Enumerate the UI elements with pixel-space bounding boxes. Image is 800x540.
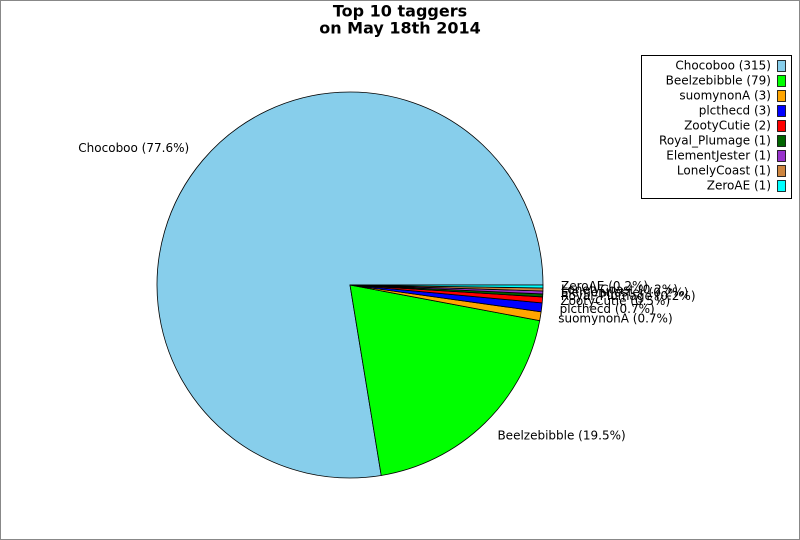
legend-label: ZeroAE (1)	[707, 179, 771, 193]
legend-swatch	[777, 165, 786, 177]
legend-label: Royal_Plumage (1)	[659, 134, 771, 148]
slice-label: Chocoboo (77.6%)	[78, 141, 189, 155]
legend-swatch	[777, 150, 786, 162]
legend-label: suomynonA (3)	[679, 89, 771, 103]
pie-slice	[349, 284, 541, 476]
legend-label: LonelyCoast (1)	[677, 164, 771, 178]
legend-swatch	[777, 120, 786, 132]
slice-label: Royal_Plumage (0.2%)	[561, 289, 696, 303]
slice-label: suomynonA (0.7%)	[558, 312, 672, 326]
legend-label: ElementJester (1)	[666, 149, 771, 163]
legend-box	[641, 55, 792, 199]
legend-swatch	[777, 75, 786, 87]
slice-label: ElementJester (0.2%)	[561, 286, 689, 300]
slice-label: LonelyCoast (0.2%)	[561, 282, 678, 296]
pie-slice	[349, 284, 544, 289]
legend-swatch	[777, 180, 786, 192]
chart-title: Top 10 taggers	[333, 2, 467, 21]
legend-swatch	[777, 60, 786, 72]
legend-swatch	[777, 135, 786, 147]
slice-label: ZootyCutie (0.5%)	[560, 294, 670, 308]
legend-swatch	[777, 90, 786, 102]
legend-label: plcthecd (3)	[699, 104, 771, 118]
chart-subtitle: on May 18th 2014	[319, 19, 481, 38]
legend-swatch	[777, 105, 786, 117]
slice-label: ZeroAE (0.2%)	[561, 279, 648, 293]
slice-label: plcthecd (0.7%)	[560, 302, 655, 316]
legend-label: ZootyCutie (2)	[684, 119, 771, 133]
legend-label: Beelzebibble (79)	[666, 74, 771, 88]
pie-slice	[156, 91, 544, 479]
legend-label: Chocoboo (315)	[675, 59, 771, 73]
slice-label: Beelzebibble (19.5%)	[497, 428, 625, 442]
